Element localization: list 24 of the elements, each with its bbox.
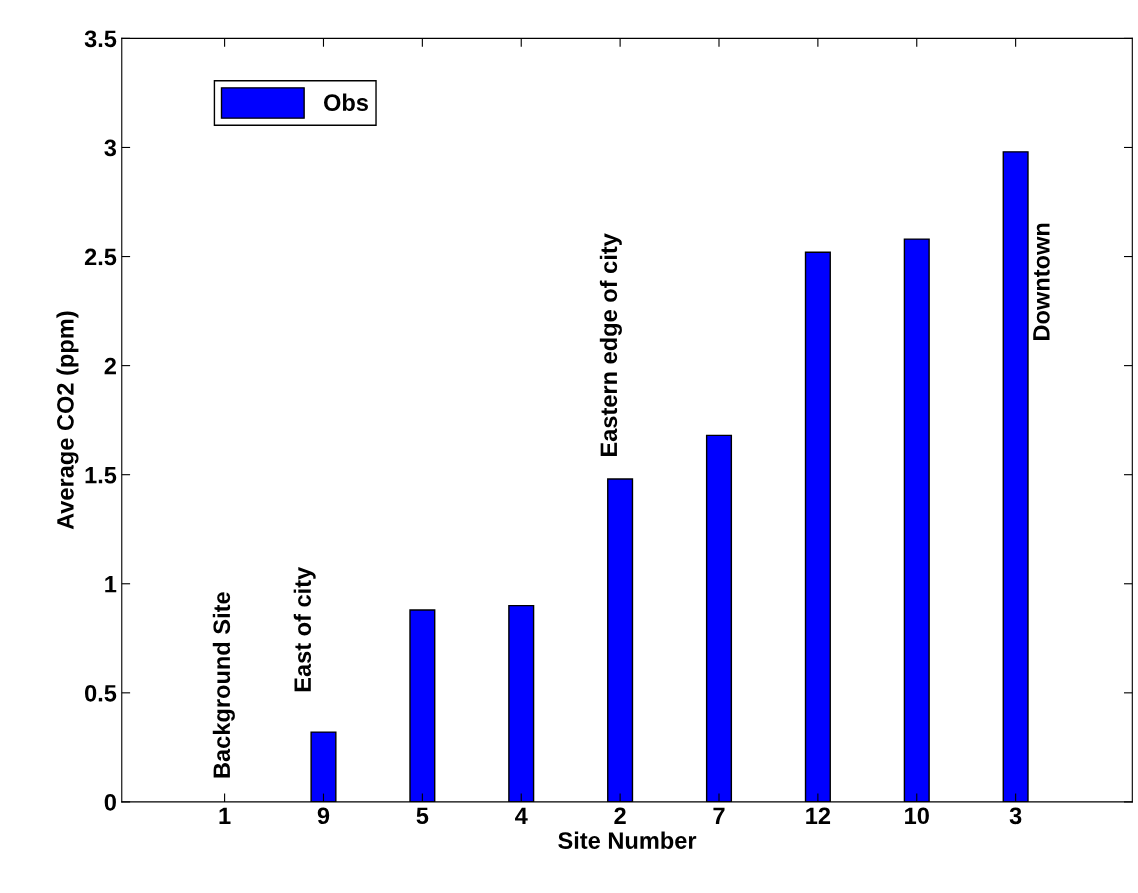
y-tick-label: 2.5: [84, 248, 117, 266]
y-tick-label: 0.5: [85, 684, 117, 702]
x-tick-label: 7: [713, 807, 725, 824]
y-tick-label: 3: [104, 139, 117, 157]
y-tick-label: 1: [105, 576, 117, 593]
x-tick-label: 12: [806, 807, 831, 824]
legend-label: Obs: [324, 93, 368, 111]
annotation: Downtown: [1033, 223, 1050, 340]
annotation: Background Site: [212, 592, 235, 778]
y-tick-label: 2: [104, 357, 116, 375]
x-tick-label: 10: [905, 807, 929, 825]
annotation: East of city: [293, 566, 316, 692]
y-tick-label: 1.5: [85, 467, 117, 484]
x-tick-label: 4: [515, 807, 528, 824]
x-axis-title: Site Number: [558, 831, 697, 849]
y-tick-label: 3.5: [84, 30, 117, 48]
y-axis-title: Average CO2 (ppm): [56, 311, 79, 530]
annotation: Eastern edge of city: [599, 233, 622, 456]
y-tick-label: 0: [104, 793, 116, 811]
x-tick-label: 9: [317, 807, 330, 825]
x-tick-label: 3: [1009, 807, 1022, 825]
x-tick-label: 1: [219, 807, 231, 824]
x-tick-label: 5: [416, 807, 429, 825]
x-tick-label: 2: [614, 807, 626, 824]
